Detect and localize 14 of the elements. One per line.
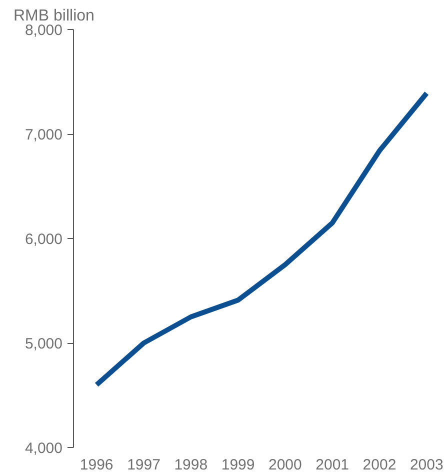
x-tick-label: 2003: [410, 456, 444, 472]
x-tick-label: 1998: [174, 456, 208, 472]
y-tick-label: 4,000: [24, 440, 63, 457]
x-tick-label: 1999: [221, 456, 255, 472]
y-tick-label: 5,000: [24, 336, 63, 352]
x-tick-label: 2001: [316, 456, 350, 472]
y-tick-label: 6,000: [24, 231, 63, 248]
x-tick-label: 1996: [80, 456, 114, 472]
y-axis-title: RMB billion: [14, 8, 94, 24]
x-tick-label: 2000: [268, 456, 302, 472]
x-tick-label: 1997: [127, 456, 160, 472]
y-tick-label: 8,000: [24, 22, 63, 39]
y-tick-label: 7,000: [24, 126, 63, 144]
x-tick-label: 2002: [362, 456, 396, 472]
